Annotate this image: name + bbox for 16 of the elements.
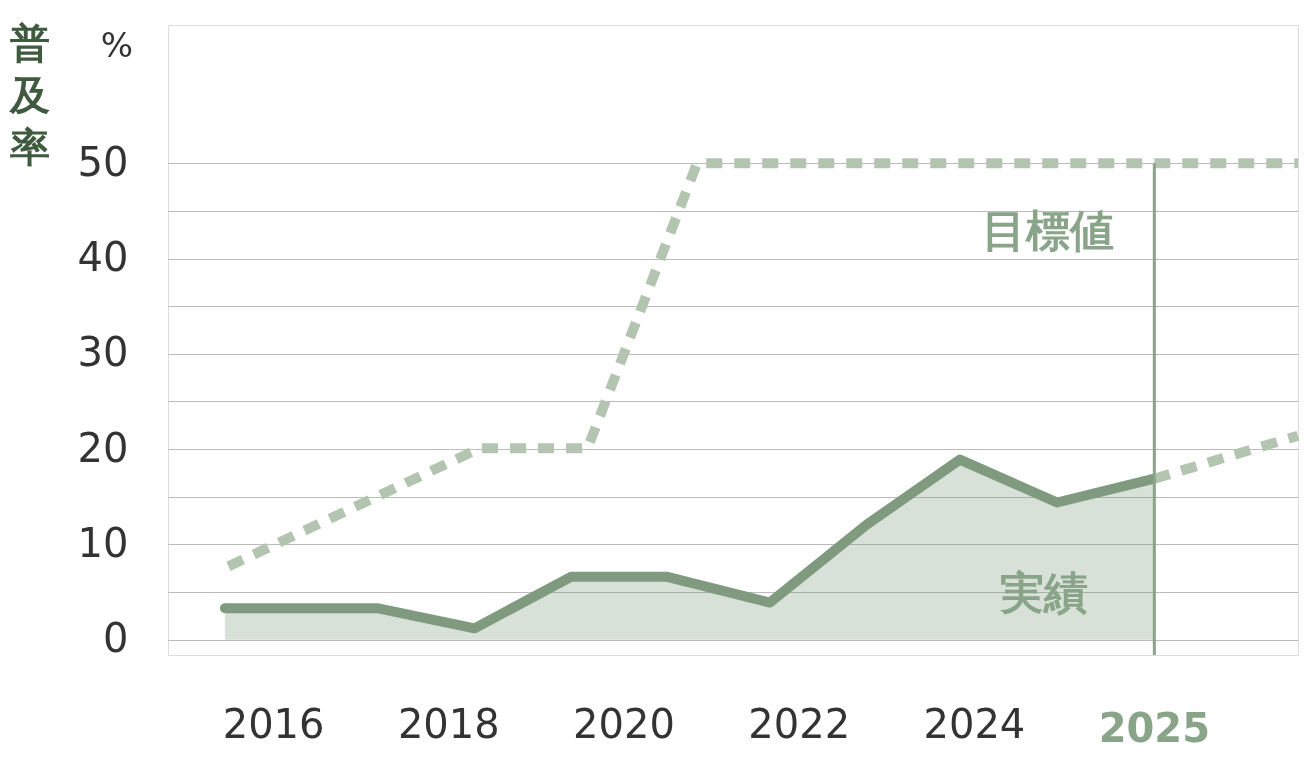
x-tick-label: 2016 [222, 700, 325, 747]
y-tick-label: 30 [77, 329, 129, 376]
x-tick-label: 2022 [748, 700, 851, 747]
series-label: 実績 [999, 566, 1089, 618]
y-tick-label: 50 [77, 138, 129, 185]
series-label: 目標値 [982, 205, 1114, 257]
y-tick-label: 0 [103, 615, 129, 662]
x-tick-label: 2018 [397, 700, 500, 747]
text: 2025 [1098, 705, 1211, 751]
x-tick-label: 2024 [923, 700, 1026, 747]
text: % [100, 25, 133, 65]
y-axis-title: 普及率 [9, 20, 50, 170]
y-tick-label: 40 [77, 234, 129, 281]
y-tick-label: 10 [77, 519, 129, 566]
x-tick-label: 2020 [573, 700, 675, 747]
y-tick-label: 20 [77, 424, 129, 471]
